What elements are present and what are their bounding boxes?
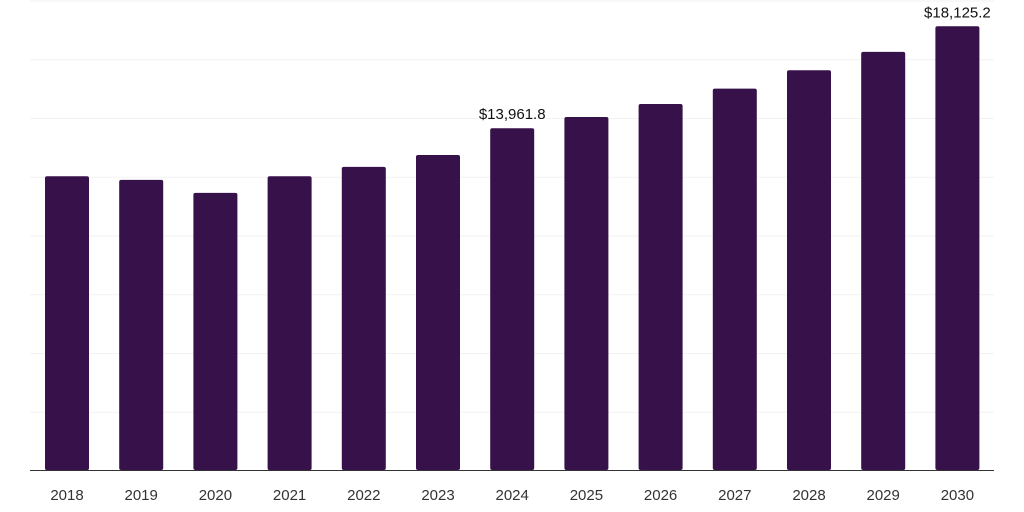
bar-2021 — [267, 176, 312, 471]
x-tick-label-2024: 2024 — [496, 487, 529, 504]
bar-2020 — [193, 192, 238, 470]
bar-2019 — [119, 179, 164, 470]
x-tick-label-2029: 2029 — [867, 487, 900, 504]
bar-2026 — [638, 104, 683, 470]
data-labels: $13,961.8 $18,125.2 — [479, 4, 991, 123]
x-tick-label-2026: 2026 — [644, 487, 677, 504]
bar-2022 — [341, 166, 386, 470]
bar-2018 — [45, 176, 89, 471]
data-label-2030: $18,125.2 — [924, 4, 991, 21]
data-label-2024: $13,961.8 — [479, 106, 546, 123]
x-tick-label-2027: 2027 — [718, 487, 751, 504]
x-tick-label-2018: 2018 — [50, 487, 83, 504]
x-tick-label-2028: 2028 — [792, 487, 825, 504]
bar-2024 — [490, 128, 535, 470]
x-tick-label-2021: 2021 — [273, 487, 306, 504]
bars — [45, 26, 980, 471]
bar-2028 — [787, 70, 831, 471]
bar-2025 — [564, 117, 609, 470]
x-tick-label-2023: 2023 — [421, 487, 454, 504]
x-tick-label-2020: 2020 — [199, 487, 232, 504]
x-tick-label-2025: 2025 — [570, 487, 603, 504]
x-tick-label-2019: 2019 — [125, 487, 158, 504]
x-tick-label-2030: 2030 — [941, 487, 974, 504]
bar-2027 — [712, 88, 757, 470]
bar-2023 — [416, 155, 460, 470]
x-tick-label-2022: 2022 — [347, 487, 380, 504]
x-axis-tick-labels: 2018 2019 2020 2021 2022 2023 2024 2025 2026 2027… — [50, 487, 974, 504]
bar-2029 — [861, 51, 906, 471]
bar-2030 — [935, 26, 980, 471]
